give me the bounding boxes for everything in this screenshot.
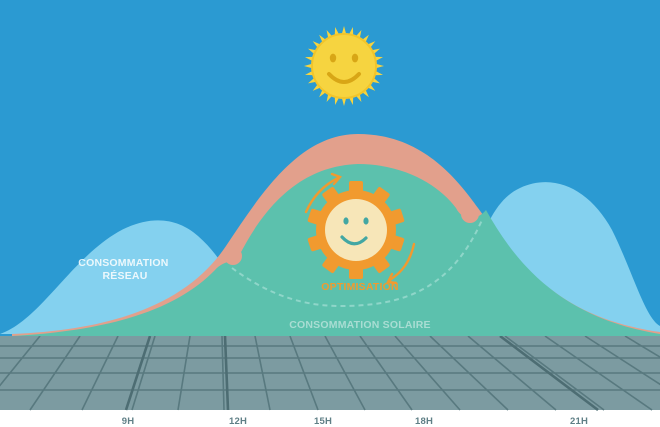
- arc-right-cap: [461, 205, 479, 223]
- tick-label-15h: 15H: [314, 416, 332, 427]
- tick-label-9h: 9H: [122, 416, 135, 427]
- ground-grid: [0, 336, 660, 410]
- tick-label-18h: 18H: [415, 416, 433, 427]
- tick-label-12h: 12H: [229, 416, 247, 427]
- arc-left-cap: [224, 247, 242, 265]
- solar-consumption-label: CONSOMMATION SOLAIRE: [289, 319, 430, 331]
- optimisation-label: OPTIMISATION: [321, 281, 398, 293]
- tick-label-21h: 21H: [570, 416, 588, 427]
